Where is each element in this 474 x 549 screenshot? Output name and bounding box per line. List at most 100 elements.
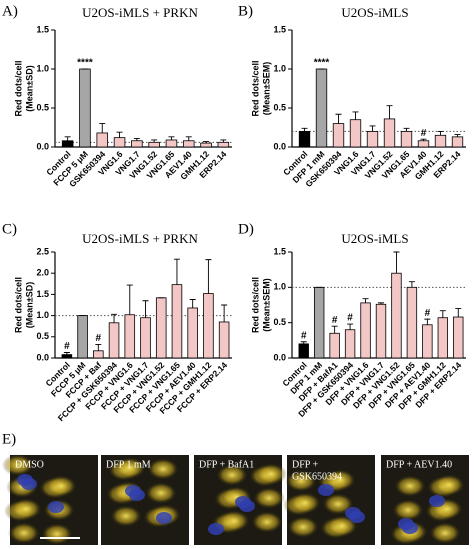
error-bar bbox=[95, 343, 102, 351]
panel-label: E) bbox=[2, 431, 16, 447]
bar bbox=[148, 141, 160, 148]
image-caption: DFP + BafA1 bbox=[199, 459, 254, 470]
micrograph: DFP + AEV1.40 bbox=[381, 455, 469, 545]
micrograph: DFP + BafA1 bbox=[194, 455, 287, 545]
y-tick-label: 0.0 bbox=[36, 141, 49, 151]
cell-signal bbox=[394, 475, 426, 497]
nucleus bbox=[208, 523, 224, 535]
significance-mark: # bbox=[64, 341, 70, 352]
bar bbox=[360, 302, 371, 359]
y-tick-label: 1.5 bbox=[273, 24, 286, 34]
chart-title: U2OS-iMLS + PRKN bbox=[82, 231, 198, 246]
panel-label: B) bbox=[238, 3, 253, 19]
bar bbox=[422, 324, 433, 359]
bar bbox=[124, 314, 136, 359]
y-tick-label: 0.0 bbox=[36, 352, 49, 362]
image-caption: DFP + AEV1.40 bbox=[386, 459, 452, 470]
error-bar bbox=[126, 284, 133, 315]
y-axis-label: Red dots/cell bbox=[13, 60, 23, 116]
y-tick-label: 1.0 bbox=[36, 310, 49, 320]
nucleus bbox=[129, 489, 145, 501]
error-bar bbox=[142, 300, 149, 318]
y-tick-label: 1.5 bbox=[273, 246, 286, 256]
error-bar bbox=[369, 125, 376, 132]
bar bbox=[131, 140, 143, 148]
cell-signal bbox=[41, 523, 73, 545]
bar bbox=[217, 141, 230, 148]
bar bbox=[187, 307, 198, 359]
error-bar bbox=[420, 138, 427, 141]
image-caption: DFP 1 mM bbox=[106, 459, 151, 470]
nucleus bbox=[402, 522, 418, 534]
error-bar bbox=[111, 313, 118, 323]
micrograph: DFP 1 mM bbox=[101, 455, 189, 545]
bar bbox=[203, 293, 214, 359]
nucleus bbox=[48, 501, 64, 513]
error-bar bbox=[424, 318, 431, 325]
y-tick-label: 2.5 bbox=[36, 246, 49, 256]
error-bar bbox=[63, 352, 70, 355]
cell-signal bbox=[251, 511, 283, 533]
error-bar bbox=[455, 308, 462, 318]
y-tick-label: 1.5 bbox=[36, 289, 49, 299]
cell-signal bbox=[433, 474, 465, 496]
panel-label: C) bbox=[2, 221, 17, 237]
y-tick-label: 1.0 bbox=[273, 282, 286, 292]
error-bar bbox=[189, 299, 196, 308]
cell-signal bbox=[324, 469, 356, 491]
bar bbox=[391, 272, 402, 359]
error-bar bbox=[331, 325, 338, 334]
panel-label: A) bbox=[2, 3, 18, 19]
y-tick-label: 0.0 bbox=[273, 352, 286, 362]
error-bar bbox=[168, 136, 175, 140]
y-axis-label: (Mean±SEM) bbox=[261, 278, 271, 331]
nucleus bbox=[349, 511, 365, 523]
error-bar bbox=[362, 298, 369, 303]
cell-signal bbox=[8, 522, 40, 544]
nucleus bbox=[318, 484, 334, 496]
error-bar bbox=[347, 323, 354, 330]
micrograph: DFP +GSK650394 bbox=[283, 455, 375, 545]
significance-mark: # bbox=[347, 313, 353, 324]
bar bbox=[349, 119, 362, 148]
bar bbox=[417, 140, 430, 148]
error-bar bbox=[221, 304, 228, 322]
cell-signal bbox=[429, 522, 461, 544]
significance-mark: # bbox=[332, 315, 338, 326]
bar bbox=[171, 284, 183, 359]
error-bar bbox=[151, 139, 158, 143]
error-bar bbox=[99, 123, 106, 133]
bar bbox=[155, 297, 167, 359]
nucleus bbox=[156, 512, 172, 524]
cell-signal bbox=[147, 458, 179, 480]
error-bar bbox=[386, 105, 393, 119]
cell-signal bbox=[255, 463, 287, 485]
error-bar bbox=[300, 341, 307, 344]
y-axis-label: (Mean±SEM) bbox=[261, 62, 271, 115]
chart-title: U2OS-iMLS bbox=[341, 231, 408, 246]
error-bar bbox=[220, 139, 227, 143]
error-bar bbox=[116, 131, 123, 138]
cell-signal bbox=[287, 516, 319, 538]
bar bbox=[77, 315, 88, 359]
cell-signal bbox=[326, 515, 358, 537]
bar bbox=[344, 329, 356, 359]
significance-mark: # bbox=[421, 128, 427, 139]
nucleus bbox=[21, 478, 37, 490]
cell-signal bbox=[253, 487, 285, 509]
y-tick-label: 0.5 bbox=[273, 102, 286, 112]
y-tick-label: 0.0 bbox=[273, 141, 286, 151]
cell-signal bbox=[145, 482, 177, 504]
bar bbox=[400, 130, 413, 148]
bar bbox=[451, 136, 464, 148]
bar bbox=[453, 316, 464, 359]
error-bar bbox=[173, 258, 180, 285]
bar bbox=[182, 140, 195, 148]
cell-signal bbox=[114, 457, 146, 479]
y-tick-label: 0.5 bbox=[273, 317, 286, 327]
cell-signal bbox=[110, 505, 142, 527]
bar bbox=[332, 123, 345, 148]
bar bbox=[61, 354, 73, 359]
error-bar bbox=[437, 130, 444, 136]
